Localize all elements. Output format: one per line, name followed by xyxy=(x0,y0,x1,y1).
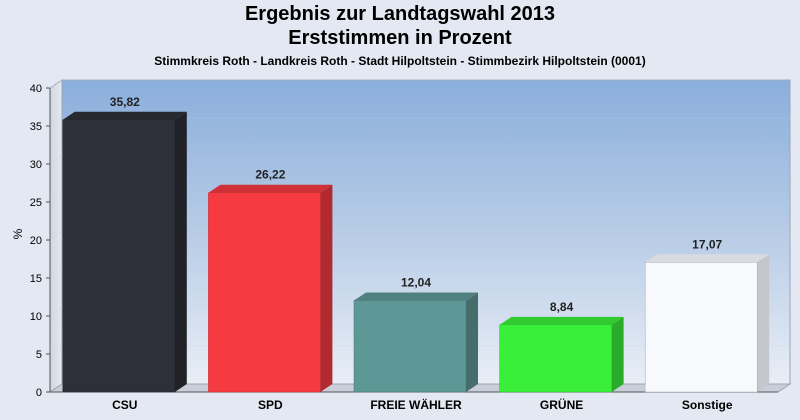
bar-side xyxy=(757,254,770,392)
bar-side xyxy=(174,111,187,392)
y-tick-label: 5 xyxy=(36,349,42,361)
gridline xyxy=(49,117,790,127)
bar-top xyxy=(499,316,624,325)
bar-freie-w-hler xyxy=(353,292,478,393)
chart-title-line2: Erststimmen in Prozent xyxy=(288,27,512,49)
gridline xyxy=(49,269,790,279)
bar-spd xyxy=(208,184,333,393)
data-label: 26,22 xyxy=(255,168,285,182)
gridline xyxy=(49,345,790,355)
x-tick-label: Sonstige xyxy=(682,398,733,412)
y-tick-label: 25 xyxy=(30,197,42,209)
y-axis-label: % xyxy=(11,228,25,239)
y-tick-label: 0 xyxy=(36,387,42,399)
plot-side-wall xyxy=(49,79,63,393)
gridline xyxy=(49,79,790,89)
data-label: 35,82 xyxy=(110,95,140,109)
data-label: 17,07 xyxy=(692,237,722,251)
bar-top xyxy=(354,292,478,301)
x-tick-label: GRÜNE xyxy=(540,397,583,412)
bar xyxy=(208,192,321,393)
x-tick-label: SPD xyxy=(258,398,283,412)
bar-side xyxy=(466,292,478,392)
bar-top xyxy=(645,254,770,263)
bar-top xyxy=(62,111,187,120)
y-tick-label: 30 xyxy=(30,159,42,171)
bar-side xyxy=(611,316,624,392)
y-tick-label: 35 xyxy=(30,121,42,133)
bar xyxy=(499,324,612,393)
x-tick-label: CSU xyxy=(112,398,137,412)
x-tick-label: FREIE WÄHLER xyxy=(370,397,462,412)
y-tick-label: 15 xyxy=(30,273,42,285)
y-tick-label: 10 xyxy=(30,311,42,323)
chart-subtitle: Stimmkreis Roth - Landkreis Roth - Stadt… xyxy=(154,54,646,68)
y-tick-label: 20 xyxy=(30,235,42,247)
bar-csu xyxy=(62,111,187,393)
bar-side xyxy=(320,184,333,392)
data-label: 8,84 xyxy=(550,300,574,314)
gridline xyxy=(49,231,790,241)
data-label: 12,04 xyxy=(401,275,431,289)
gridline xyxy=(49,155,790,165)
bar xyxy=(644,262,758,393)
chart-title: Ergebnis zur Landtagswahl 2013 xyxy=(244,3,556,25)
bar-sonstige xyxy=(644,254,770,393)
bar xyxy=(62,119,176,393)
gridline xyxy=(49,193,790,203)
gridline xyxy=(49,307,790,317)
bar xyxy=(353,300,467,393)
bar-gr-ne xyxy=(499,316,624,393)
bar-top xyxy=(208,184,333,193)
y-tick-label: 40 xyxy=(30,83,42,95)
